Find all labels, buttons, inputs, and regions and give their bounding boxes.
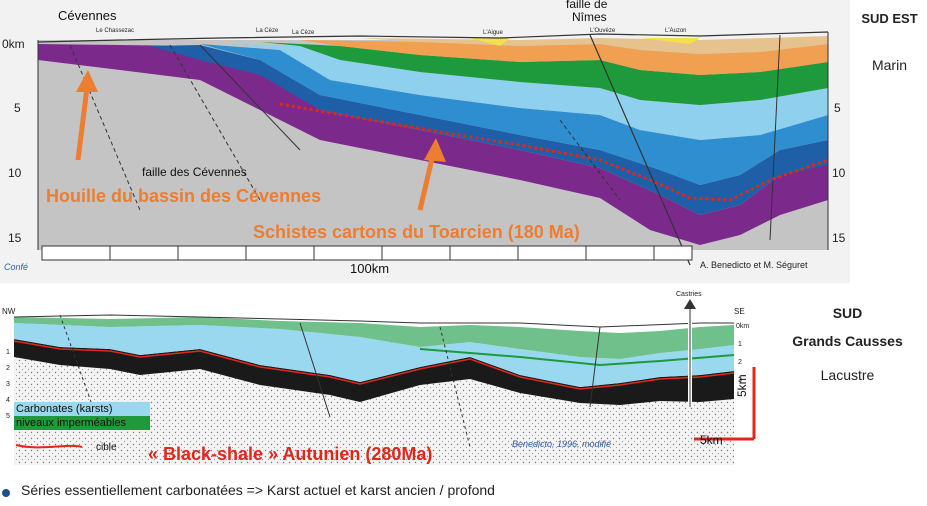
castries-marker bbox=[684, 299, 696, 309]
top-cross-section: Cévennes faille de Nîmes faille des Céve… bbox=[0, 0, 850, 283]
legend-carbonates-swatch bbox=[14, 402, 150, 416]
depth-label: 4 bbox=[6, 397, 10, 404]
river-label: L'Ouvèze bbox=[590, 28, 616, 34]
bullet-icon bbox=[2, 489, 10, 497]
legend-impermeables-swatch bbox=[14, 416, 150, 430]
scale-h-label: 5km bbox=[700, 433, 723, 447]
carbonate-layer bbox=[14, 323, 734, 387]
annotation-black-shale: « Black-shale » Autunien (280Ma) bbox=[148, 444, 433, 464]
annotation-coal: Houille du bassin des Cévennes bbox=[46, 186, 322, 206]
fault-line bbox=[169, 44, 261, 201]
blue-layer bbox=[200, 44, 828, 185]
castries-label: Castries bbox=[676, 291, 702, 298]
right-depth-label: 0km bbox=[736, 323, 750, 330]
place-cevennes: Cévennes bbox=[58, 8, 117, 23]
fault-line bbox=[769, 34, 781, 241]
faille-nimes-line bbox=[589, 34, 691, 266]
black-shale-band bbox=[14, 339, 734, 405]
river-label: L'Aigue bbox=[483, 30, 503, 36]
scale-label: 100km bbox=[350, 261, 390, 276]
fault-line bbox=[59, 314, 101, 428]
right-depth-label: 1 bbox=[738, 341, 742, 348]
river-label: L'Auzon bbox=[665, 28, 687, 34]
bottom-credit: Benedicto, 1996, modifié bbox=[512, 439, 612, 449]
depth-label: 15 bbox=[8, 231, 22, 245]
river-label: Le Chassezac bbox=[96, 28, 135, 34]
depth-label: 2 bbox=[6, 365, 10, 372]
green-surface-layer bbox=[14, 317, 734, 359]
depth-label: 3 bbox=[6, 381, 10, 388]
depth-label: 15 bbox=[832, 231, 846, 245]
legend-carbonates-label: Carbonates (karsts) bbox=[16, 403, 113, 415]
light-blue-layer bbox=[230, 44, 828, 140]
river-label: La Cèze bbox=[292, 30, 315, 36]
annotation-toarcien: Schistes cartons du Toarcien (180 Ma) bbox=[253, 222, 580, 242]
tertiary-fill bbox=[640, 38, 700, 44]
tan-layer bbox=[360, 36, 828, 54]
depth-label: 5 bbox=[14, 101, 21, 115]
place-faille-nimes-1: faille de bbox=[566, 0, 608, 11]
fault-line bbox=[199, 44, 301, 151]
dark-blue-layer bbox=[150, 45, 828, 215]
cible-line bbox=[13, 340, 735, 390]
side-top-sub: Marin bbox=[871, 57, 907, 73]
legend-cible-label: cible bbox=[96, 442, 117, 453]
topography-line bbox=[13, 314, 734, 328]
depth-label: 10 bbox=[8, 166, 22, 180]
depth-label: 10 bbox=[832, 166, 846, 180]
bottom-section-drawing bbox=[0, 287, 765, 465]
topography-line bbox=[37, 31, 829, 43]
depth-label: 5 bbox=[834, 101, 841, 115]
depth-label: 5 bbox=[6, 413, 10, 420]
legend-impermeables-label: niveaux imperméables bbox=[16, 417, 127, 429]
depth-label: 1 bbox=[6, 349, 10, 356]
fault-line bbox=[559, 119, 621, 201]
toarcien-marker-line bbox=[279, 102, 829, 202]
river-label: La Cèze bbox=[256, 28, 279, 34]
arrow-coal bbox=[75, 70, 98, 161]
arrow-toarcien bbox=[417, 138, 446, 211]
fault-line bbox=[589, 326, 601, 408]
right-depth-label: 2 bbox=[738, 359, 742, 366]
green-layer bbox=[260, 42, 828, 105]
se-label: SE bbox=[734, 307, 745, 316]
scale-v-label: 5km bbox=[735, 374, 749, 397]
orange-layer bbox=[300, 40, 828, 75]
scale-bar bbox=[41, 245, 693, 261]
side-bottom-title-1: SUD bbox=[832, 305, 863, 321]
top-section-drawing bbox=[37, 31, 829, 266]
credit: A. Benedicto et M. Séguret bbox=[700, 260, 808, 270]
tertiary-fill bbox=[470, 38, 510, 46]
conf-label: Confé bbox=[4, 262, 29, 272]
side-bottom-sub: Lacustre bbox=[820, 367, 875, 383]
place-faille-cevennes: faille des Cévennes bbox=[142, 165, 247, 179]
depth-label: 0km bbox=[2, 37, 25, 51]
side-top-title: SUD EST bbox=[861, 11, 918, 26]
nw-label: NW bbox=[2, 307, 16, 316]
side-bottom-title-2: Grands Causses bbox=[792, 333, 903, 349]
fault-line bbox=[439, 326, 471, 448]
place-faille-nimes-2: Nîmes bbox=[572, 10, 607, 24]
right-depth-label: 3 bbox=[738, 377, 742, 384]
fault-line bbox=[299, 322, 331, 418]
bullet-text: Séries essentiellement carbonatées => Ka… bbox=[21, 482, 495, 498]
green-marker-line bbox=[419, 348, 735, 367]
legend-cible-swatch bbox=[15, 444, 83, 449]
bottom-cross-section: NW SE Castries 1 2 3 4 5 0km 1 2 3 Carbo… bbox=[0, 287, 765, 465]
fault-line bbox=[69, 44, 141, 211]
